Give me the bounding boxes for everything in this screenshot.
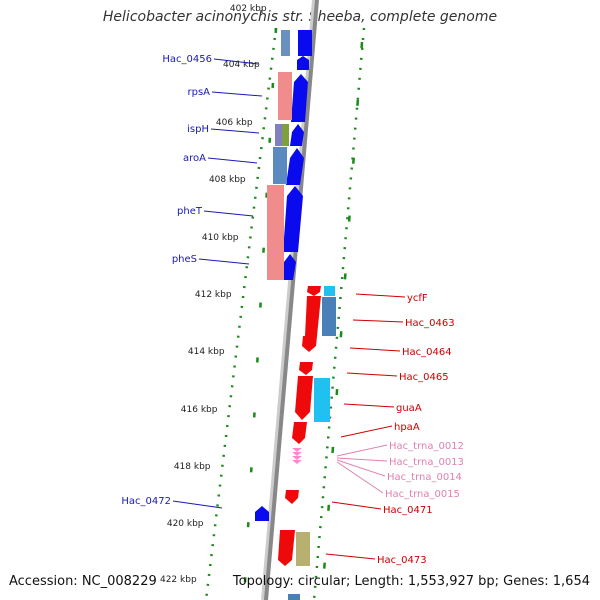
label-leader-line xyxy=(210,128,260,134)
kbp-tick-label: 402 kbp xyxy=(230,4,267,14)
gene-label-isph[interactable]: ispH xyxy=(187,124,209,135)
gene-label-hac-0471[interactable]: Hac_0471 xyxy=(383,505,433,516)
gene-label-hac-0472[interactable]: Hac_0472 xyxy=(121,496,171,507)
gene-label-hac-trna-0015[interactable]: Hac_trna_0015 xyxy=(385,489,460,500)
label-leader-line xyxy=(352,319,404,323)
gene-label-aroa[interactable]: aroA xyxy=(183,153,206,164)
gene-label-hac-0464[interactable]: Hac_0464 xyxy=(402,347,452,358)
gene-label-hac-0465[interactable]: Hac_0465 xyxy=(399,372,449,383)
label-leader-line xyxy=(336,457,388,462)
label-leader-line xyxy=(355,293,406,298)
gene-label-hpaa[interactable]: hpaA xyxy=(394,422,420,433)
gene-arrow xyxy=(297,56,309,70)
gene-label-hac-0456[interactable]: Hac_0456 xyxy=(162,54,212,65)
gene-arrow xyxy=(298,30,312,56)
gene-arrow xyxy=(299,362,313,375)
gene-arrow xyxy=(305,296,321,344)
other-features xyxy=(267,30,336,600)
accession-label: Accession: NC_008229 xyxy=(9,574,157,589)
kbp-tick-label: 418 kbp xyxy=(174,462,211,472)
label-leader-line xyxy=(346,372,398,377)
gene-arrow xyxy=(292,422,307,444)
kbp-tick-label: 412 kbp xyxy=(195,290,232,300)
label-leader-line xyxy=(340,425,393,438)
gene-label-hac-trna-0012[interactable]: Hac_trna_0012 xyxy=(389,441,464,452)
gene-arrow xyxy=(295,376,313,420)
kbp-tick-label: 404 kbp xyxy=(223,60,260,70)
right-guide-dashes xyxy=(320,41,364,600)
gene-label-phet[interactable]: pheT xyxy=(177,206,203,217)
label-leader-line xyxy=(336,444,388,457)
gene-arrow xyxy=(283,186,303,252)
label-leader-line xyxy=(198,258,250,265)
label-leader-line xyxy=(207,157,258,164)
gene-arrow xyxy=(285,490,299,504)
gene-arrow xyxy=(291,74,308,122)
kbp-tick-label: 420 kbp xyxy=(167,519,204,529)
label-leader-line xyxy=(172,500,223,509)
gene-arrow xyxy=(278,530,295,566)
kbp-tick-label: 408 kbp xyxy=(209,175,246,185)
kbp-tick-label: 406 kbp xyxy=(216,118,253,128)
label-leader-line xyxy=(336,461,384,494)
kbp-tick-label: 410 kbp xyxy=(202,233,239,243)
kbp-tick-label: 422 kbp xyxy=(160,575,197,585)
gene-label-guaa[interactable]: guaA xyxy=(396,403,422,414)
label-leader-line xyxy=(211,91,263,97)
gene-arrow xyxy=(286,148,304,185)
label-leader-line xyxy=(336,459,386,477)
gene-label-rpsa[interactable]: rpsA xyxy=(187,87,210,98)
gene-arrow xyxy=(302,336,317,352)
label-leader-line xyxy=(213,58,259,65)
map-title: Helicobacter acinonychis str. Sheeba, co… xyxy=(102,9,498,25)
gene-label-hac-0463[interactable]: Hac_0463 xyxy=(405,318,455,329)
kbp-tick-label: 416 kbp xyxy=(181,405,218,415)
kbp-tick-label: 414 kbp xyxy=(188,347,225,357)
gene-arrow xyxy=(307,286,321,296)
trna-features xyxy=(292,448,302,464)
genome-summary: Topology: circular; Length: 1,553,927 bp… xyxy=(232,574,590,589)
gene-label-hac-trna-0013[interactable]: Hac_trna_0013 xyxy=(389,457,464,468)
right-guide-dots xyxy=(312,27,366,600)
label-leader-line xyxy=(349,347,401,352)
gene-label-ycff[interactable]: ycfF xyxy=(407,293,428,304)
label-leader-line xyxy=(331,501,382,510)
reverse-strand-features xyxy=(278,286,321,566)
forward-strand-features xyxy=(255,30,312,521)
genome-backbone xyxy=(264,0,319,600)
label-leader-line xyxy=(343,403,395,408)
gene-label-hac-0473[interactable]: Hac_0473 xyxy=(377,555,427,566)
label-leader-line xyxy=(203,210,254,217)
gene-arrow xyxy=(281,254,296,280)
gene-arrow xyxy=(255,506,269,521)
gene-label-phes[interactable]: pheS xyxy=(172,254,197,265)
gene-label-hac-trna-0014[interactable]: Hac_trna_0014 xyxy=(387,472,462,483)
gene-arrow xyxy=(290,124,304,146)
left-guide-dots xyxy=(204,27,278,600)
label-leader-line xyxy=(325,553,376,560)
